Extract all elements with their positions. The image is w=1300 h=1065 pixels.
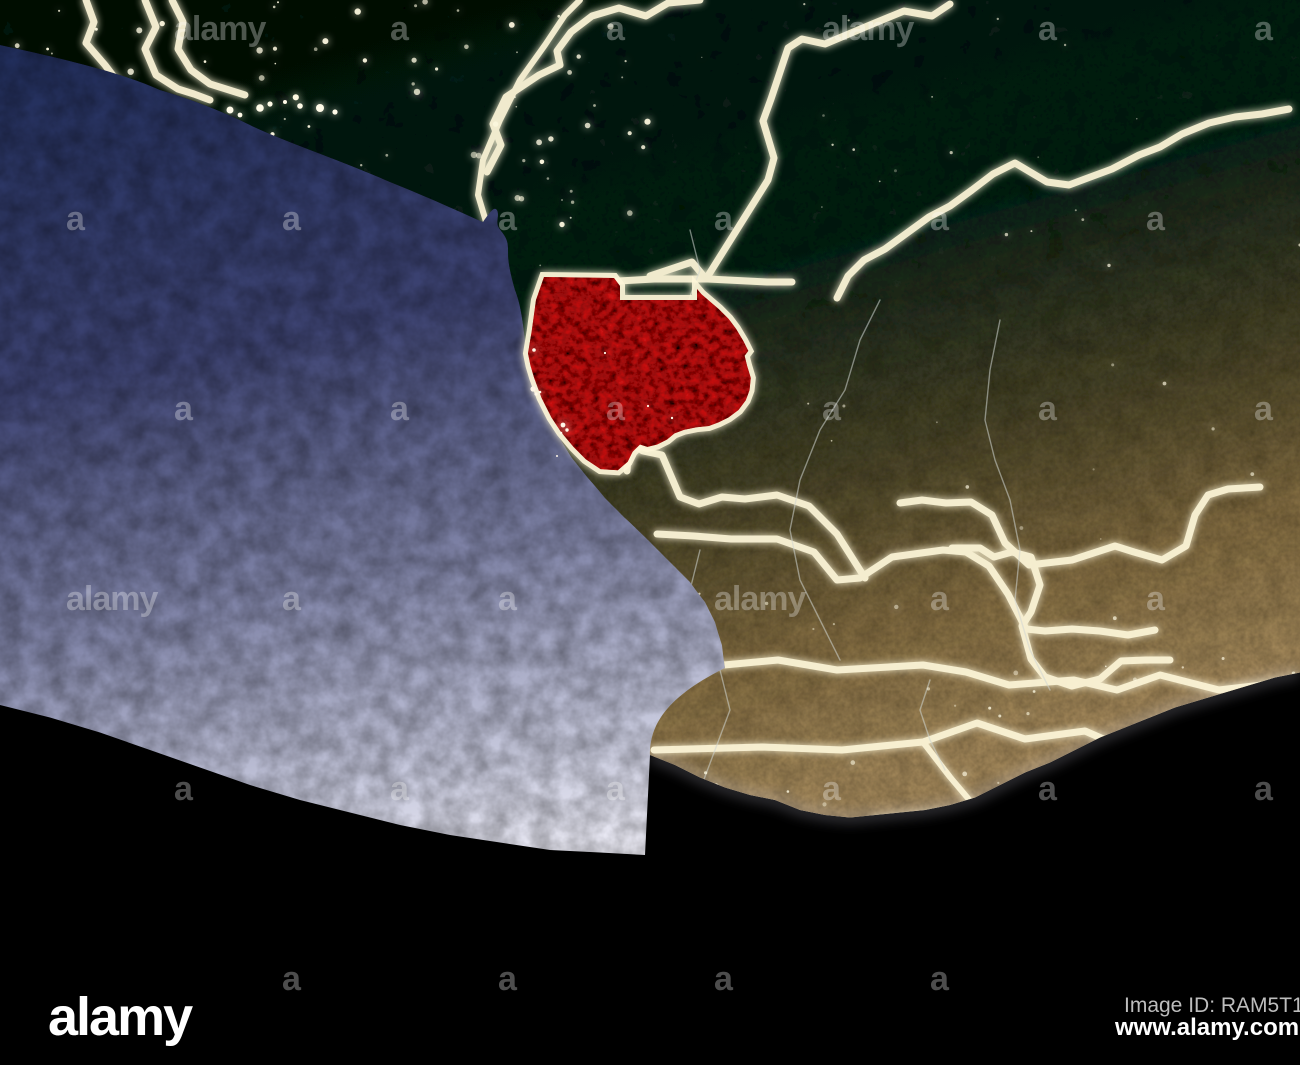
svg-text:a: a [1038,770,1058,808]
svg-text:a: a [930,580,950,618]
svg-text:a: a [1254,390,1274,428]
svg-text:a: a [714,200,734,238]
svg-text:a: a [66,200,86,238]
svg-text:a: a [606,390,626,428]
svg-text:a: a [498,960,518,998]
svg-text:a: a [822,390,842,428]
svg-text:a: a [1254,770,1274,808]
svg-text:a: a [498,200,518,238]
svg-text:a: a [1146,200,1166,238]
svg-text:a: a [1038,10,1058,48]
svg-text:alamy: alamy [822,10,914,48]
svg-text:alamy: alamy [174,10,266,48]
svg-text:alamy: alamy [66,580,158,618]
svg-text:a: a [390,770,410,808]
svg-text:alamy: alamy [48,987,193,1047]
svg-text:a: a [1146,580,1166,618]
svg-text:a: a [390,10,410,48]
svg-text:a: a [282,960,302,998]
svg-text:www.alamy.com: www.alamy.com [1114,1014,1299,1041]
svg-text:a: a [498,580,518,618]
svg-text:a: a [282,200,302,238]
svg-text:a: a [930,200,950,238]
svg-text:a: a [174,390,194,428]
svg-text:a: a [282,580,302,618]
svg-text:a: a [174,770,194,808]
svg-text:a: a [1038,390,1058,428]
svg-text:a: a [606,10,626,48]
svg-text:a: a [714,960,734,998]
svg-text:a: a [1254,10,1274,48]
svg-text:a: a [390,390,410,428]
svg-text:alamy: alamy [714,580,806,618]
svg-text:a: a [606,770,626,808]
svg-text:a: a [822,770,842,808]
svg-text:a: a [930,960,950,998]
